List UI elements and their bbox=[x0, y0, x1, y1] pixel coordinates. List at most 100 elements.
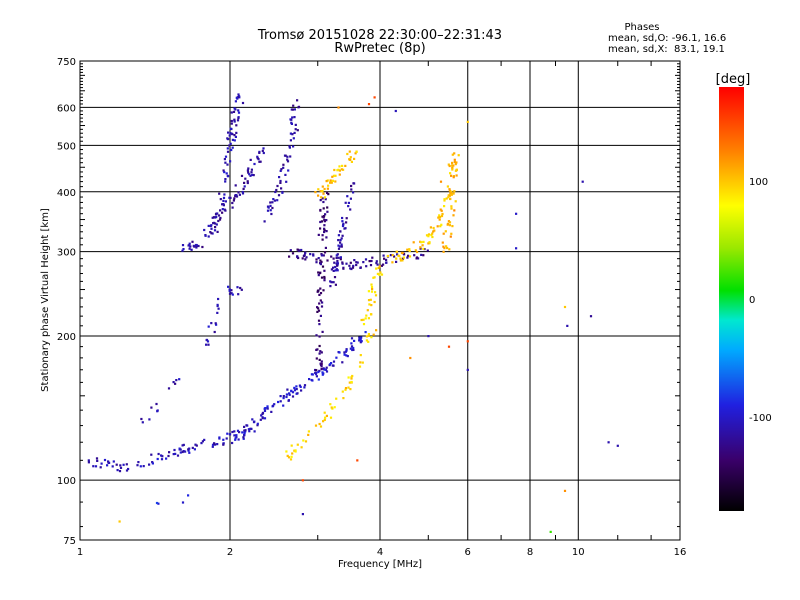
data-point bbox=[409, 356, 412, 360]
data-point bbox=[365, 339, 368, 342]
data-point bbox=[321, 190, 324, 193]
data-point bbox=[329, 285, 332, 288]
y-tick-label: 200 bbox=[57, 332, 76, 343]
data-point bbox=[317, 319, 321, 322]
data-point bbox=[273, 199, 276, 202]
data-point bbox=[207, 224, 210, 227]
data-point bbox=[453, 209, 456, 212]
data-point bbox=[289, 155, 292, 158]
data-point bbox=[213, 330, 216, 334]
chart-subtitle: RwPretec (8p) bbox=[334, 41, 425, 56]
data-point bbox=[161, 455, 164, 458]
data-point bbox=[450, 190, 453, 193]
data-point bbox=[326, 206, 329, 209]
data-point bbox=[317, 271, 320, 274]
data-point bbox=[234, 184, 237, 187]
data-point bbox=[302, 254, 305, 258]
data-point bbox=[203, 228, 206, 232]
data-point bbox=[292, 104, 295, 107]
data-point bbox=[323, 187, 326, 191]
data-point bbox=[317, 194, 320, 197]
data-point bbox=[350, 160, 353, 163]
data-point bbox=[319, 209, 322, 212]
data-point bbox=[319, 314, 322, 317]
data-point bbox=[426, 249, 429, 252]
data-point bbox=[231, 138, 234, 141]
data-point bbox=[344, 387, 348, 390]
data-point bbox=[453, 190, 456, 193]
data-point bbox=[237, 116, 240, 119]
data-point bbox=[338, 165, 341, 168]
data-point bbox=[436, 225, 439, 228]
data-point bbox=[229, 142, 232, 145]
data-point bbox=[347, 205, 350, 208]
data-point bbox=[118, 470, 122, 473]
data-point bbox=[221, 208, 224, 211]
data-point bbox=[395, 260, 398, 263]
data-point bbox=[215, 323, 218, 326]
data-point bbox=[150, 406, 153, 409]
data-point bbox=[228, 144, 231, 147]
data-point bbox=[442, 232, 445, 235]
data-point bbox=[443, 247, 446, 250]
data-point bbox=[251, 173, 254, 176]
data-point bbox=[325, 219, 328, 222]
data-point bbox=[364, 258, 368, 261]
data-point bbox=[246, 181, 249, 185]
data-point bbox=[449, 235, 452, 238]
data-point bbox=[329, 181, 332, 184]
data-point bbox=[176, 454, 180, 457]
data-point bbox=[157, 502, 160, 505]
data-point bbox=[369, 313, 373, 316]
data-point bbox=[116, 469, 119, 472]
data-point bbox=[236, 119, 240, 122]
data-point bbox=[329, 280, 332, 283]
data-point bbox=[324, 416, 327, 419]
data-point bbox=[264, 407, 267, 410]
data-point bbox=[321, 185, 324, 188]
data-point bbox=[290, 121, 293, 124]
data-point bbox=[224, 178, 227, 181]
data-point bbox=[188, 244, 191, 247]
data-point bbox=[191, 240, 194, 243]
data-point bbox=[448, 164, 451, 168]
data-point bbox=[288, 145, 291, 148]
data-point bbox=[450, 232, 453, 235]
data-point bbox=[211, 232, 214, 235]
data-point bbox=[175, 379, 178, 382]
data-point bbox=[308, 378, 311, 381]
data-point bbox=[351, 374, 354, 378]
data-point bbox=[156, 457, 159, 461]
data-point bbox=[250, 168, 253, 171]
data-point bbox=[431, 235, 434, 239]
data-point bbox=[466, 368, 469, 371]
data-point bbox=[141, 421, 144, 424]
data-point bbox=[356, 261, 359, 264]
data-point bbox=[318, 422, 321, 426]
data-point bbox=[344, 388, 347, 391]
data-point bbox=[207, 235, 210, 238]
data-point bbox=[190, 248, 193, 251]
data-point bbox=[231, 293, 234, 296]
data-point bbox=[451, 161, 454, 164]
data-point bbox=[341, 220, 344, 223]
data-point bbox=[291, 252, 295, 255]
data-point bbox=[213, 442, 216, 446]
data-point bbox=[317, 233, 320, 236]
data-point bbox=[106, 464, 109, 467]
data-point bbox=[216, 443, 219, 446]
data-point bbox=[347, 376, 350, 379]
data-point bbox=[291, 133, 294, 136]
data-point bbox=[303, 384, 307, 387]
data-point bbox=[228, 288, 231, 291]
data-point bbox=[451, 153, 454, 156]
data-point bbox=[222, 199, 225, 202]
data-point bbox=[259, 160, 262, 163]
data-point bbox=[167, 454, 170, 458]
data-point bbox=[205, 338, 209, 342]
data-point bbox=[285, 180, 288, 183]
data-point bbox=[100, 462, 103, 465]
data-point bbox=[222, 442, 225, 445]
data-point bbox=[515, 247, 518, 250]
data-point bbox=[244, 429, 247, 432]
